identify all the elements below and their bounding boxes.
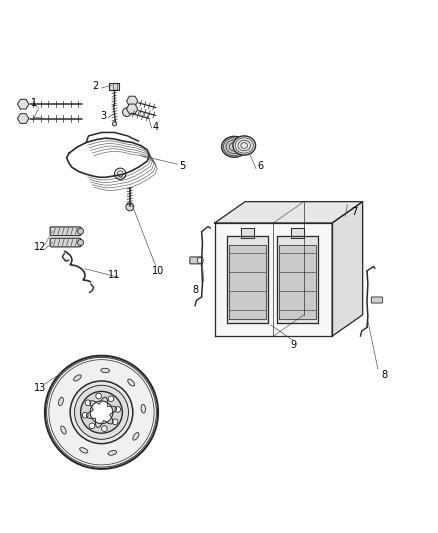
Polygon shape bbox=[226, 236, 268, 323]
Polygon shape bbox=[229, 245, 266, 319]
Polygon shape bbox=[18, 99, 29, 109]
Circle shape bbox=[82, 413, 88, 418]
Text: 8: 8 bbox=[192, 286, 198, 295]
Ellipse shape bbox=[61, 426, 66, 434]
Circle shape bbox=[197, 257, 203, 263]
Ellipse shape bbox=[141, 405, 145, 413]
Ellipse shape bbox=[233, 136, 255, 155]
FancyBboxPatch shape bbox=[50, 227, 81, 236]
Ellipse shape bbox=[59, 397, 64, 406]
Ellipse shape bbox=[108, 450, 117, 455]
Circle shape bbox=[45, 356, 158, 469]
Ellipse shape bbox=[101, 368, 110, 373]
Text: 12: 12 bbox=[34, 242, 47, 252]
Circle shape bbox=[126, 203, 134, 211]
FancyBboxPatch shape bbox=[371, 297, 383, 303]
Text: 1: 1 bbox=[31, 98, 37, 108]
Ellipse shape bbox=[128, 379, 134, 386]
Polygon shape bbox=[215, 223, 332, 336]
Text: 7: 7 bbox=[351, 207, 357, 217]
FancyBboxPatch shape bbox=[50, 238, 81, 247]
Text: 5: 5 bbox=[179, 161, 185, 172]
Ellipse shape bbox=[222, 136, 247, 157]
Ellipse shape bbox=[80, 448, 88, 453]
Circle shape bbox=[115, 168, 126, 180]
Text: 6: 6 bbox=[257, 161, 263, 172]
Circle shape bbox=[70, 381, 133, 443]
Circle shape bbox=[81, 391, 122, 433]
Text: 4: 4 bbox=[153, 122, 159, 132]
Circle shape bbox=[78, 228, 84, 235]
Polygon shape bbox=[332, 201, 363, 336]
FancyBboxPatch shape bbox=[110, 83, 119, 90]
Polygon shape bbox=[241, 228, 254, 238]
Text: 13: 13 bbox=[35, 383, 47, 393]
Text: 11: 11 bbox=[109, 270, 121, 280]
Circle shape bbox=[113, 122, 117, 126]
Ellipse shape bbox=[133, 433, 139, 440]
FancyBboxPatch shape bbox=[190, 257, 202, 264]
Text: 10: 10 bbox=[152, 266, 164, 276]
Polygon shape bbox=[279, 245, 316, 319]
Circle shape bbox=[123, 108, 131, 116]
Circle shape bbox=[117, 171, 123, 177]
Polygon shape bbox=[277, 236, 318, 323]
Polygon shape bbox=[18, 114, 29, 124]
Polygon shape bbox=[291, 228, 304, 238]
Circle shape bbox=[102, 426, 107, 431]
Circle shape bbox=[85, 400, 91, 406]
Circle shape bbox=[90, 401, 113, 424]
Circle shape bbox=[108, 396, 114, 401]
Polygon shape bbox=[127, 104, 138, 114]
Text: 8: 8 bbox=[381, 370, 388, 381]
Polygon shape bbox=[215, 201, 363, 223]
Circle shape bbox=[89, 423, 95, 429]
Polygon shape bbox=[127, 96, 138, 106]
Circle shape bbox=[112, 419, 118, 425]
Circle shape bbox=[74, 385, 128, 439]
Text: 3: 3 bbox=[101, 111, 107, 122]
Circle shape bbox=[78, 239, 84, 246]
Text: 9: 9 bbox=[290, 340, 296, 350]
Circle shape bbox=[96, 393, 102, 399]
Text: 2: 2 bbox=[92, 81, 98, 91]
Ellipse shape bbox=[74, 375, 81, 381]
Circle shape bbox=[115, 407, 120, 412]
